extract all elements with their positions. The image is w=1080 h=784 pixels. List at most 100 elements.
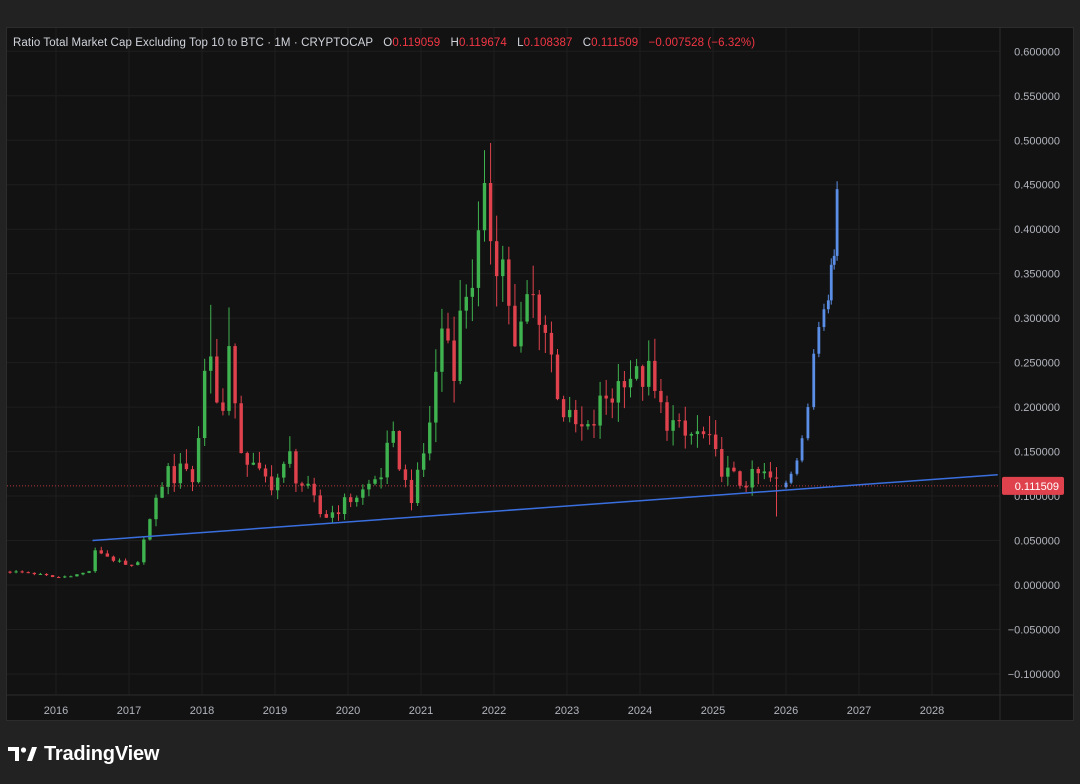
candle-body bbox=[123, 560, 128, 565]
candle-body bbox=[458, 310, 462, 382]
candle-body bbox=[622, 381, 627, 388]
candle-body bbox=[178, 463, 183, 484]
change-value: −0.007528 (−6.32%) bbox=[648, 37, 756, 49]
candle-body bbox=[275, 477, 280, 491]
candle-body bbox=[215, 356, 219, 403]
candle-body bbox=[379, 477, 383, 480]
candle-body bbox=[288, 451, 292, 464]
candle-body bbox=[209, 356, 213, 371]
y-tick-label: 0.250000 bbox=[1014, 358, 1060, 370]
candle-body bbox=[567, 409, 572, 418]
candle-body bbox=[689, 434, 694, 436]
candle-body bbox=[391, 431, 395, 443]
candle-body bbox=[8, 571, 12, 573]
candle-body bbox=[93, 550, 97, 572]
x-tick-label: 2017 bbox=[117, 705, 141, 717]
x-tick-label: 2028 bbox=[920, 705, 944, 717]
y-tick-label: −0.050000 bbox=[1008, 624, 1060, 636]
x-tick-label: 2019 bbox=[263, 705, 287, 717]
candle-body bbox=[105, 553, 110, 557]
candle-body bbox=[75, 574, 79, 577]
candle-body bbox=[148, 519, 152, 540]
x-tick-label: 2021 bbox=[409, 705, 433, 717]
candle-body bbox=[190, 469, 195, 483]
candle-body bbox=[385, 442, 389, 478]
tradingview-logo-icon bbox=[8, 747, 37, 761]
candle-body bbox=[403, 469, 408, 480]
candle-body bbox=[421, 453, 426, 470]
projection-candle bbox=[835, 189, 839, 256]
y-tick-label: 0.400000 bbox=[1014, 224, 1060, 236]
x-tick-label: 2025 bbox=[701, 705, 725, 717]
candle-body bbox=[744, 485, 748, 488]
candle-body bbox=[604, 395, 608, 399]
candle-body bbox=[683, 420, 687, 436]
candle-body bbox=[409, 479, 414, 504]
candle-body bbox=[263, 468, 268, 477]
candle-body bbox=[531, 294, 535, 296]
candle-body bbox=[446, 328, 450, 341]
candle-body bbox=[196, 438, 201, 483]
x-tick-label: 2016 bbox=[44, 705, 68, 717]
candle-body bbox=[336, 512, 341, 515]
candle-body bbox=[312, 483, 316, 496]
candle-body bbox=[732, 467, 736, 472]
candle-body bbox=[647, 360, 651, 387]
candle-body bbox=[476, 230, 481, 288]
candle-body bbox=[257, 462, 262, 469]
close-label: C bbox=[582, 37, 592, 49]
candle-body bbox=[616, 381, 621, 403]
candle-body bbox=[525, 294, 529, 322]
close-value: 0.111509 bbox=[591, 37, 639, 49]
y-tick-label: 0.150000 bbox=[1014, 447, 1060, 459]
candle-body bbox=[154, 497, 158, 520]
candle-body bbox=[720, 449, 724, 477]
x-tick-label: 2022 bbox=[482, 705, 506, 717]
projection-candle bbox=[822, 309, 826, 328]
candle-body bbox=[452, 340, 456, 382]
candle-body bbox=[318, 495, 322, 515]
projection-candle bbox=[795, 460, 799, 474]
candle-body bbox=[507, 259, 511, 306]
candle-body bbox=[610, 398, 614, 403]
candle-body bbox=[543, 324, 548, 333]
candle-body bbox=[245, 453, 249, 465]
candle-body bbox=[355, 497, 359, 503]
low-value: 0.108387 bbox=[523, 37, 573, 49]
candle-body bbox=[428, 422, 432, 454]
y-tick-label: −0.100000 bbox=[1008, 669, 1060, 681]
last-price-tag-bg bbox=[1002, 476, 1064, 495]
candle-body bbox=[227, 346, 231, 411]
candle-body bbox=[726, 467, 730, 477]
candle-body bbox=[233, 346, 237, 404]
open-value: 0.119059 bbox=[392, 37, 441, 49]
candle-body bbox=[306, 483, 310, 486]
projection-candle bbox=[784, 482, 788, 488]
projection-candle bbox=[829, 264, 833, 301]
candle-body bbox=[598, 395, 602, 426]
candle-body bbox=[342, 497, 347, 515]
candle-body bbox=[26, 572, 30, 574]
y-tick-label: 0.500000 bbox=[1014, 135, 1060, 147]
low-label: L bbox=[517, 37, 524, 49]
candle-body bbox=[701, 431, 706, 435]
projection-candle bbox=[789, 473, 793, 483]
candle-body bbox=[592, 424, 596, 426]
x-tick-label: 2023 bbox=[555, 705, 579, 717]
candle-body bbox=[677, 420, 681, 422]
candle-body bbox=[561, 399, 566, 418]
tradingview-logo[interactable]: TradingView bbox=[8, 740, 159, 768]
tradingview-brand: TradingView bbox=[44, 742, 160, 765]
projection-candle bbox=[817, 327, 821, 354]
projection-candle bbox=[806, 407, 810, 439]
symbol-title[interactable]: Ratio Total Market Cap Excluding Top 10 … bbox=[13, 37, 373, 49]
x-tick-label: 2018 bbox=[190, 705, 214, 717]
candle-body bbox=[659, 390, 663, 403]
candle-body bbox=[762, 471, 767, 474]
candle-body bbox=[20, 571, 24, 573]
y-tick-label: 0.050000 bbox=[1014, 536, 1060, 548]
candle-body bbox=[470, 287, 475, 297]
chart-frame bbox=[6, 27, 1074, 721]
candle-body bbox=[671, 420, 675, 431]
